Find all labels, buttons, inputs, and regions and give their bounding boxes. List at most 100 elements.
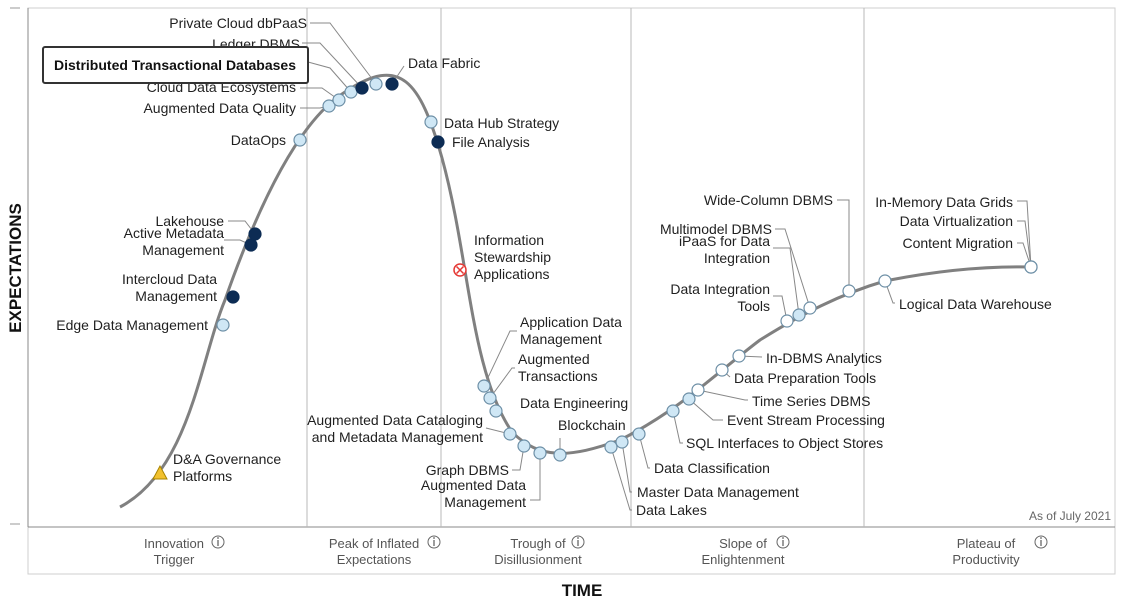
light-circle-marker[interactable] (632, 427, 646, 441)
item-label: Logical Data Warehouse (899, 296, 1052, 312)
light-circle-marker[interactable] (216, 318, 230, 332)
info-icon[interactable] (427, 535, 441, 549)
white-circle-marker[interactable] (715, 363, 729, 377)
phase-name: Plateau of (957, 536, 1016, 551)
item-label: Intercloud Data Management (122, 271, 217, 304)
item-label: Augmented Data Quality (143, 100, 296, 116)
item-label: Data Virtualization (900, 213, 1013, 229)
white-circle-marker[interactable] (691, 383, 705, 397)
leader-line (773, 247, 800, 316)
info-icon[interactable] (1034, 535, 1048, 549)
item-label: Multimodel DBMS (660, 221, 772, 237)
item-label: In-Memory Data Grids (875, 194, 1013, 210)
phase-name-line2: Enlightenment (701, 552, 784, 567)
leader-line (1017, 200, 1032, 268)
dark-circle-marker[interactable] (244, 238, 258, 252)
light-circle-marker[interactable] (503, 427, 517, 441)
item-label: Data Preparation Tools (734, 370, 876, 386)
leader-line (1017, 220, 1032, 268)
phase-name: Peak of Inflated (329, 536, 419, 551)
leader-line (884, 280, 895, 304)
item-label: Edge Data Management (56, 317, 208, 333)
item-label: Private Cloud dbPaaS (169, 15, 307, 31)
white-circle-marker[interactable] (842, 284, 856, 298)
item-label: Data Classification (654, 460, 770, 476)
leader-line (310, 22, 377, 85)
item-label: Augmented Data Cataloging and Metadata Ma… (307, 412, 483, 445)
phase-label-innovation-trigger: Innovation Trigger (144, 535, 225, 567)
light-circle-marker[interactable] (615, 435, 629, 449)
leader-line (672, 410, 683, 444)
light-circle-marker[interactable] (517, 439, 531, 453)
item-label: Event Stream Processing (727, 412, 885, 428)
dark-circle-marker[interactable] (385, 77, 399, 91)
x-circle-marker[interactable] (453, 263, 467, 277)
light-circle-marker[interactable] (293, 133, 307, 147)
light-circle-marker[interactable] (792, 308, 806, 322)
info-icon[interactable] (571, 535, 585, 549)
light-circle-marker[interactable] (483, 391, 497, 405)
leader-line (302, 42, 363, 89)
white-circle-marker[interactable] (732, 349, 746, 363)
phase-label-plateau: Plateau of Productivity (952, 535, 1048, 567)
item-label: Augmented Transactions (518, 351, 598, 384)
leader-line (775, 228, 811, 309)
y-axis-title: EXPECTATIONS (6, 203, 25, 333)
item-label: Data Engineering (520, 395, 628, 411)
phase-name-line2: Disillusionment (494, 552, 582, 567)
phase-name-line2: Trigger (154, 552, 195, 567)
leader-line (638, 433, 650, 469)
phase-name-line2: Productivity (952, 552, 1020, 567)
dark-circle-marker[interactable] (431, 135, 445, 149)
info-icon[interactable] (211, 535, 225, 549)
phase-name: Innovation (144, 536, 204, 551)
leader-line (307, 61, 352, 93)
highlight-box (42, 46, 309, 84)
white-circle-marker[interactable] (780, 314, 794, 328)
light-circle-marker[interactable] (553, 448, 567, 462)
dark-circle-marker[interactable] (248, 227, 262, 241)
light-circle-marker[interactable] (604, 440, 618, 454)
dark-circle-marker[interactable] (226, 290, 240, 304)
phase-label-peak: Peak of Inflated Expectations (329, 535, 441, 567)
light-circle-marker[interactable] (332, 93, 346, 107)
item-label: File Analysis (452, 134, 530, 150)
info-icon[interactable] (776, 535, 790, 549)
item-label: Graph DBMS (426, 462, 509, 478)
item-label: Application Data Management (520, 314, 622, 347)
leader-line (512, 445, 525, 471)
phase-name: Slope of (719, 536, 767, 551)
light-circle-marker[interactable] (682, 392, 696, 406)
item-label: Data Hub Strategy (444, 115, 559, 131)
light-circle-marker[interactable] (666, 404, 680, 418)
item-label: DataOps (231, 132, 286, 148)
item-label: In-DBMS Analytics (766, 350, 882, 366)
light-circle-marker[interactable] (489, 404, 503, 418)
leader-line (621, 441, 632, 493)
light-circle-marker[interactable] (322, 99, 336, 113)
plot-frame (27, 7, 1116, 575)
white-circle-marker[interactable] (1024, 260, 1038, 274)
light-circle-marker[interactable] (477, 379, 491, 393)
light-circle-marker[interactable] (424, 115, 438, 129)
item-label: Master Data Management (637, 484, 799, 500)
item-label: D&A Governance Platforms (173, 451, 281, 484)
item-label: Information Stewardship Applications (474, 232, 551, 282)
leader-line (837, 199, 850, 291)
phase-name: Trough of (510, 536, 566, 551)
leader-line (773, 295, 788, 322)
as-of-note: As of July 2021 (1029, 509, 1111, 523)
item-labels: D&A Governance Platforms Edge Data Managem… (56, 15, 1052, 518)
triangle-marker[interactable] (152, 464, 168, 480)
light-circle-marker[interactable] (344, 85, 358, 99)
leader-line (300, 87, 340, 101)
white-circle-marker[interactable] (878, 274, 892, 288)
light-circle-marker[interactable] (533, 446, 547, 460)
phase-name-line2: Expectations (337, 552, 412, 567)
dark-circle-marker[interactable] (355, 81, 369, 95)
leader-line (697, 389, 748, 401)
item-label: Data Lakes (636, 502, 707, 518)
light-circle-marker[interactable] (369, 77, 383, 91)
white-circle-marker[interactable] (803, 301, 817, 315)
